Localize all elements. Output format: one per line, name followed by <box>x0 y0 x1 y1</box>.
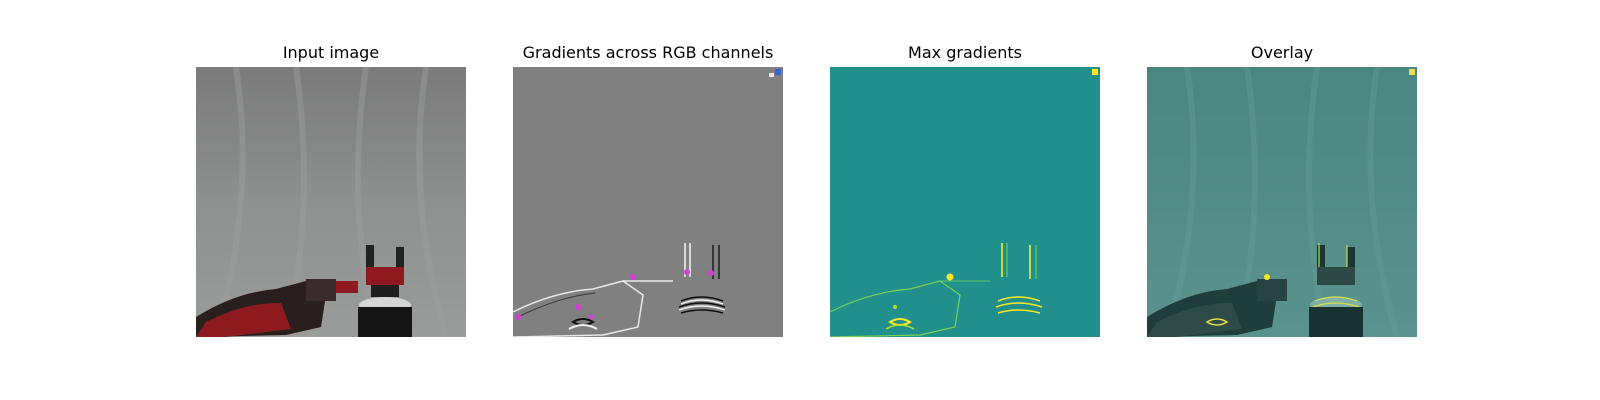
panel-overlay: Overlay <box>1147 0 1417 400</box>
panel-title: Gradients across RGB channels <box>522 43 774 62</box>
input-image <box>196 67 466 337</box>
max-gradients-image <box>830 67 1100 337</box>
viridis-gradient-map <box>830 67 1100 337</box>
gradients-rgb-image <box>513 67 783 337</box>
panel-title: Overlay <box>1250 43 1314 62</box>
panel-title: Input image <box>282 43 380 62</box>
panel-max-gradients: Max gradients <box>830 0 1100 400</box>
rgb-gradient-map <box>513 67 783 337</box>
robot-scene-image <box>196 67 466 337</box>
panel-title: Max gradients <box>908 43 1022 62</box>
gradient-overlay-photo <box>1147 67 1417 337</box>
panel-gradients-rgb: Gradients across RGB channels <box>513 0 783 400</box>
overlay-image <box>1147 67 1417 337</box>
panel-input-image: Input image <box>196 0 466 400</box>
